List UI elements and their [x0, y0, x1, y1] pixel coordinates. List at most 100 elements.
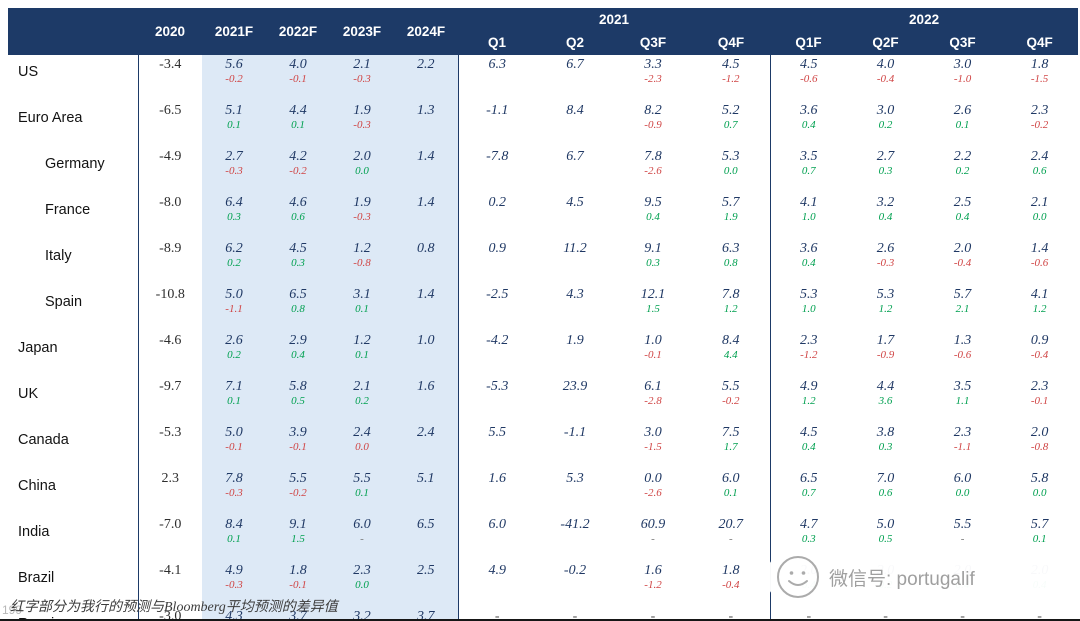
- cell-diff: -2.8: [644, 395, 662, 407]
- table-cell: -10.8: [137, 285, 202, 331]
- table-row: Canada -5.3 5.0 -0.1 3.9 -0.1 2.4 0.0 2.4 5.5 -1.1…: [8, 423, 1078, 469]
- table-cell: 8.4 0.1: [202, 515, 266, 561]
- cell-value: 2.3: [353, 563, 371, 578]
- table-cell: 5.6 -0.2: [202, 55, 266, 101]
- table-row: Japan -4.6 2.6 0.2 2.9 0.4 1.2 0.1 1.0 -4.2 1.9 1.0…: [8, 331, 1078, 377]
- table-cell: 3.3 -2.3: [614, 55, 692, 101]
- table-cell: 4.5 0.4: [769, 423, 848, 469]
- cell-diff: -0.1: [225, 441, 243, 453]
- cell-value: -: [728, 609, 734, 621]
- footnote: 红字部分为我行的预测与Bloomberg平均预测的差异值: [10, 600, 338, 615]
- table-cell: 1.4: [394, 147, 458, 193]
- cell-value: 3.5: [800, 149, 818, 164]
- cell-value: 4.3: [225, 609, 243, 621]
- cell-value: -: [883, 609, 888, 621]
- table-cell: 3.9 -0.1: [266, 423, 330, 469]
- table-cell: -: [847, 607, 924, 621]
- table-cell: 6.1 -2.8: [614, 377, 692, 423]
- cell-value: 1.9: [353, 195, 371, 210]
- table-cell: -9.7: [137, 377, 202, 423]
- table-cell: -: [692, 607, 770, 621]
- cell-value: -2.5: [486, 287, 509, 302]
- cell-value: 7.1: [225, 379, 243, 394]
- table-cell: 4.9 -0.3: [202, 561, 266, 607]
- table-cell: 6.3: [457, 55, 536, 101]
- cell-value: 3.0: [644, 425, 662, 440]
- cell-diff: -0.4: [876, 73, 895, 85]
- corner-text-fragment: 199: [2, 603, 23, 617]
- cell-value: 2.3: [800, 333, 818, 348]
- table-cell: 1.4: [394, 285, 458, 331]
- table-cell: 5.7 2.1: [924, 285, 1001, 331]
- row-label: China: [18, 478, 56, 494]
- table-cell: -: [536, 607, 614, 621]
- cell-value: 3.0: [953, 57, 972, 72]
- table-cell: 4.9: [457, 561, 536, 607]
- cell-value: 2.3: [161, 471, 180, 486]
- table-cell: 6.3 0.8: [692, 239, 770, 285]
- cell-value: 2.7: [225, 149, 243, 164]
- cell-value: 1.9: [566, 333, 584, 348]
- cell-value: -4.9: [159, 149, 182, 164]
- cell-diff: -1.5: [644, 441, 662, 453]
- cell-diff: 0.1: [291, 119, 305, 131]
- cell-value: 1.6: [417, 379, 435, 394]
- cell-value: -: [806, 609, 812, 621]
- header-col-2021-q2: Q2: [536, 30, 614, 55]
- cell-diff: -0.4: [722, 579, 740, 591]
- cell-value: 4.0: [876, 57, 895, 72]
- table-row: Russia -3.0 4.30.13.70.23.21.1 3.7 - - - - - - - -: [8, 607, 1078, 621]
- table-cell: 12.1 1.5: [614, 285, 692, 331]
- cell-diff: -1.0: [953, 73, 972, 85]
- cell-diff: -0.2: [722, 395, 740, 407]
- cell-diff: 0.0: [955, 487, 970, 499]
- table-cell: 3.5 0.7: [769, 147, 848, 193]
- cell-diff: 0.0: [355, 579, 369, 591]
- table-cell: 5.5 -0.2: [692, 377, 770, 423]
- table-cell: 6.5 0.7: [769, 469, 848, 515]
- cell-diff: -0.6: [1030, 257, 1049, 269]
- table-cell: -: [457, 607, 536, 621]
- table-cell: 4.2 -0.2: [266, 147, 330, 193]
- cell-value: 4.4: [289, 103, 307, 118]
- cell-value: 2.9: [289, 333, 307, 348]
- table-cell: 9.5 0.4: [614, 193, 692, 239]
- table-row: US -3.4 5.6 -0.2 4.0 -0.1 2.1 -0.3 2.2 6.3 6.7 3.3-…: [8, 55, 1078, 101]
- table-cell: 5.5 -0.2: [266, 469, 330, 515]
- header-group-2022: 2022: [770, 8, 1079, 30]
- table-cell: -7.0: [137, 515, 202, 561]
- cell-value: -3.4: [159, 57, 182, 72]
- table-cell: 5.3: [536, 469, 614, 515]
- header-col-2024f: 2024F: [394, 8, 458, 55]
- cell-value: -4.6: [159, 333, 182, 348]
- cell-value: 6.1: [644, 379, 662, 394]
- header-col-2023f: 2023F: [330, 8, 394, 55]
- cell-diff: 0.5: [878, 533, 893, 545]
- cell-value: 7.5: [722, 425, 740, 440]
- cell-value: 2.6: [225, 333, 243, 348]
- table-row: Italy -8.9 6.2 0.2 4.5 0.3 1.2 -0.8 0.8 0.9 11.2 9.…: [8, 239, 1078, 285]
- table-cell: 1.4 -0.6: [1001, 239, 1078, 285]
- cell-value: 1.9: [353, 103, 371, 118]
- table-cell: 5.7 0.1: [1001, 515, 1078, 561]
- table-cell: -1.1: [457, 101, 536, 147]
- table-cell: 4.0 -0.4: [847, 55, 924, 101]
- table-cell: 2.5 0.4: [924, 193, 1001, 239]
- cell-value: 4.4: [876, 379, 895, 394]
- cell-value: 2.3: [1030, 379, 1049, 394]
- table-cell: -4.6: [137, 331, 202, 377]
- table-cell: 7.0 0.6: [847, 469, 924, 515]
- table-cell: 4.5 -0.6: [769, 55, 848, 101]
- cell-value: 6.0: [488, 517, 507, 532]
- cell-value: 1.2: [353, 241, 371, 256]
- table-cell: -: [769, 607, 848, 621]
- cell-value: 1.8: [289, 563, 307, 578]
- table-cell: 4.6 0.6: [266, 193, 330, 239]
- cell-value: 1.3: [417, 103, 435, 118]
- table-cell: 9.1 0.3: [614, 239, 692, 285]
- cell-diff: 0.4: [878, 211, 893, 223]
- cell-value: 9.1: [289, 517, 307, 532]
- header-col-2021-q1: Q1: [458, 30, 536, 55]
- cell-value: -9.7: [159, 379, 182, 394]
- table-cell: 0.8: [394, 239, 458, 285]
